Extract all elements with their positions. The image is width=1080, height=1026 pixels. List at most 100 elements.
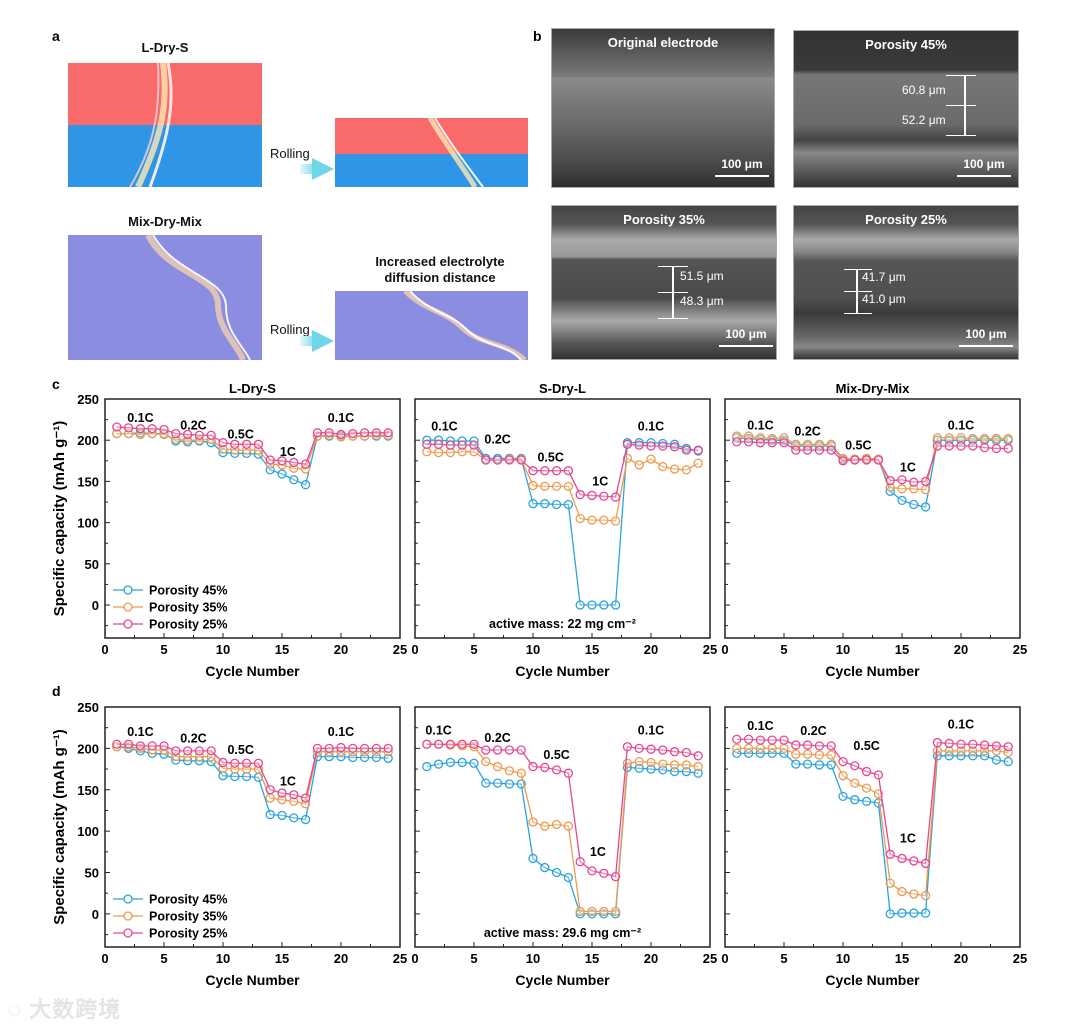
data-point bbox=[147, 741, 157, 751]
data-point bbox=[575, 906, 585, 917]
data-point bbox=[445, 757, 456, 768]
y-tick-label: 200 bbox=[77, 741, 99, 756]
data-point bbox=[646, 441, 656, 451]
series-line-porosity-35- bbox=[736, 747, 1009, 897]
data-point bbox=[1003, 443, 1013, 454]
x-axis-label: Cycle Number bbox=[515, 663, 610, 679]
rate-label: 0.5C bbox=[227, 428, 253, 442]
y-tick-label: 250 bbox=[77, 392, 99, 407]
data-point bbox=[909, 889, 919, 899]
data-point bbox=[445, 440, 456, 450]
data-point bbox=[206, 746, 216, 756]
x-tick-label: 15 bbox=[275, 951, 289, 966]
rate-label: 0.5C bbox=[853, 739, 879, 753]
data-point bbox=[873, 770, 884, 780]
rate-label: 0.2C bbox=[800, 724, 826, 738]
data-point bbox=[277, 795, 287, 805]
data-point bbox=[575, 600, 585, 610]
data-point bbox=[791, 445, 801, 455]
data-point bbox=[897, 886, 907, 897]
data-point bbox=[359, 428, 370, 438]
data-point bbox=[669, 760, 680, 770]
data-point bbox=[658, 441, 668, 451]
data-point bbox=[897, 853, 907, 864]
y-tick-label: 100 bbox=[77, 824, 99, 839]
legend: Porosity 45% Porosity 35% Porosity 25% bbox=[113, 584, 228, 632]
x-tick-label: 10 bbox=[526, 642, 540, 657]
plot-frame bbox=[414, 398, 711, 639]
data-point bbox=[658, 745, 668, 755]
data-point bbox=[681, 747, 692, 758]
data-point bbox=[457, 739, 467, 749]
data-point bbox=[861, 796, 872, 806]
data-point bbox=[457, 757, 467, 768]
rate-label: 0.1C bbox=[431, 419, 457, 433]
data-point bbox=[897, 495, 907, 506]
data-point bbox=[909, 499, 919, 510]
data-point bbox=[540, 481, 550, 492]
data-point bbox=[909, 856, 919, 866]
data-point bbox=[383, 747, 393, 757]
data-point bbox=[457, 447, 467, 457]
data-point bbox=[336, 742, 346, 753]
data-point bbox=[920, 485, 931, 495]
data-point bbox=[563, 821, 574, 831]
series-line-porosity-45- bbox=[426, 761, 699, 915]
x-tick-label: 20 bbox=[334, 951, 348, 966]
y-tick-label: 0 bbox=[92, 598, 99, 613]
data-point bbox=[300, 793, 311, 803]
x-tick-label: 20 bbox=[644, 642, 658, 657]
series-line-porosity-45- bbox=[736, 752, 1009, 915]
data-point bbox=[991, 433, 1002, 444]
x-tick-label: 10 bbox=[216, 951, 230, 966]
diffusion-path-mix-rolled-icon bbox=[403, 291, 527, 360]
data-point bbox=[265, 455, 275, 465]
measure-tick bbox=[946, 75, 976, 76]
data-point bbox=[850, 778, 860, 788]
data-point bbox=[1003, 433, 1013, 444]
data-point bbox=[681, 465, 692, 475]
data-point bbox=[265, 809, 275, 820]
watermark-logo: ◌ 大数跨境 bbox=[8, 997, 122, 1022]
rate-label: 0.5C bbox=[537, 451, 563, 465]
data-point bbox=[551, 819, 562, 830]
series-line-porosity-25- bbox=[736, 441, 1009, 483]
scale-label: 100 μm bbox=[725, 327, 767, 341]
data-point bbox=[646, 454, 656, 464]
x-tick-label: 15 bbox=[585, 951, 599, 966]
data-point bbox=[755, 438, 766, 448]
data-point bbox=[324, 743, 334, 754]
data-point bbox=[743, 743, 754, 754]
data-point bbox=[230, 448, 240, 459]
data-point bbox=[920, 858, 931, 869]
data-point bbox=[135, 741, 146, 751]
data-point bbox=[469, 758, 479, 768]
x-tick-label: 0 bbox=[721, 642, 728, 657]
rolling-arrow-bottom-icon bbox=[312, 330, 334, 352]
data-point bbox=[241, 448, 252, 459]
data-point bbox=[481, 778, 491, 788]
data-point bbox=[171, 746, 181, 756]
rate-label: 0.2C bbox=[484, 731, 510, 745]
legend-marker bbox=[123, 911, 133, 921]
rate-label: 0.2C bbox=[484, 433, 510, 447]
data-point bbox=[681, 445, 692, 455]
data-point bbox=[693, 458, 703, 468]
measurement-lower: 48.3 μm bbox=[680, 294, 724, 308]
rate-label: 0.1C bbox=[948, 718, 974, 732]
x-axis-label: Cycle Number bbox=[825, 663, 920, 679]
data-point bbox=[563, 872, 574, 883]
y-axis-label: Specific capacity (mAh g⁻¹) bbox=[51, 421, 68, 616]
x-tick-label: 25 bbox=[393, 642, 407, 657]
x-tick-label: 0 bbox=[101, 642, 108, 657]
data-point bbox=[732, 743, 742, 754]
data-point bbox=[324, 747, 334, 757]
scale-bar bbox=[715, 175, 769, 177]
data-point bbox=[897, 475, 907, 485]
data-point bbox=[528, 480, 538, 491]
data-point bbox=[646, 744, 656, 754]
data-point bbox=[634, 763, 644, 773]
measurement-lower: 41.0 μm bbox=[862, 292, 906, 306]
data-point bbox=[669, 747, 680, 757]
data-point bbox=[445, 739, 456, 749]
